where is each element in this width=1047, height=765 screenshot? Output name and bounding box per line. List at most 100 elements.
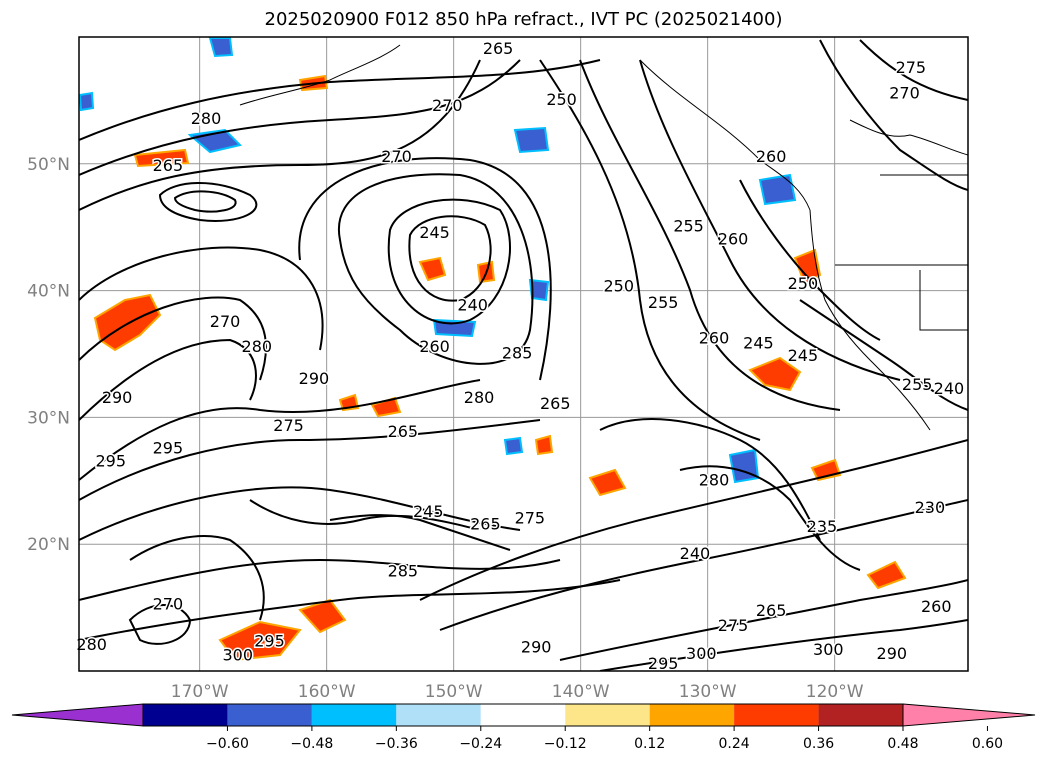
contour-label: 270	[889, 84, 920, 103]
contour-label: 240	[934, 379, 965, 398]
colorbar-tick-label: 0.36	[803, 736, 834, 752]
colorbar: −0.60 −0.48 −0.36 −0.24 −0.12 0.12 0.24 0.36 0.4…	[11, 703, 1036, 752]
negative-anomaly-patch	[528, 278, 550, 302]
longitude-label: 170°W	[171, 682, 229, 702]
colorbar-tick-label: 0.12	[634, 736, 665, 752]
colorbar-tick-label: −0.48	[290, 736, 333, 752]
positive-anomaly-patch	[534, 434, 554, 456]
refractivity-contours	[79, 39, 968, 671]
contour-label: 250	[788, 274, 819, 293]
latitude-label: 20°N	[27, 535, 70, 555]
contour-label: 280	[191, 109, 222, 128]
colorbar-segment	[311, 704, 397, 726]
latitude-label: 30°N	[27, 408, 70, 428]
contour-label: 265	[540, 394, 571, 413]
colorbar-outline	[142, 703, 904, 727]
colorbar-extend-max	[902, 703, 1036, 727]
contour-label: 270	[432, 96, 463, 115]
contour-label: 275	[718, 616, 749, 635]
longitude-axis-labels: 170°W 160°W 150°W 140°W 130°W 120°W	[171, 682, 864, 702]
contour-label: 250	[603, 276, 634, 295]
contour-label: 250	[546, 90, 577, 109]
contour-label: 285	[502, 344, 533, 363]
contour-label: 280	[699, 470, 730, 489]
contour-label: 285	[388, 562, 419, 581]
negative-anomaly-patch	[728, 448, 760, 484]
colorbar-segment	[565, 704, 650, 726]
contour-label: 235	[807, 517, 838, 536]
longitude-label: 140°W	[552, 682, 610, 702]
contour-label: 260	[756, 147, 787, 166]
longitude-label: 160°W	[298, 682, 356, 702]
contour-label: 300	[813, 640, 844, 659]
longitude-label: 150°W	[425, 682, 483, 702]
map-title: 2025020900 F012 850 hPa refract., IVT PC…	[264, 9, 783, 30]
contour-label: 265	[483, 39, 514, 58]
map-frame	[78, 36, 969, 672]
contour-label: 245	[419, 223, 450, 242]
contour-label: 300	[222, 645, 253, 664]
contour-label: 280	[464, 388, 495, 407]
contour-label: 245	[788, 346, 819, 365]
contour-label: 295	[95, 451, 126, 470]
colorbar-segment	[143, 704, 228, 726]
contour-label: 265	[756, 601, 787, 620]
contour-label: 275	[515, 508, 546, 527]
positive-anomaly-patch	[218, 620, 302, 662]
colorbar-tick-label: 0.60	[972, 736, 1003, 752]
negative-anomaly-patch	[79, 91, 95, 112]
contour-label: 290	[877, 644, 908, 663]
colorbar-segment	[396, 704, 481, 726]
contour-label: 270	[381, 147, 412, 166]
contour-label: 265	[388, 422, 419, 441]
negative-anomaly-patch	[758, 173, 797, 206]
contour-label: 255	[648, 293, 679, 312]
contour-label: 255	[902, 375, 933, 394]
contour-label: 245	[743, 333, 774, 352]
contour-label: 275	[896, 58, 927, 77]
contour-label: 265	[470, 515, 501, 534]
longitude-label: 130°W	[679, 682, 737, 702]
colorbar-segment	[227, 704, 312, 726]
positive-anomaly-patch	[748, 356, 802, 392]
contour-label: 280	[76, 635, 107, 654]
contour-label: 290	[102, 388, 133, 407]
colorbar-tick-label: −0.36	[375, 736, 418, 752]
refractivity-anomaly-shading	[79, 37, 907, 662]
latitude-label: 40°N	[27, 282, 70, 302]
contour-label: 260	[699, 328, 730, 347]
longitude-label: 120°W	[806, 682, 864, 702]
colorbar-tick-label: −0.60	[206, 736, 249, 752]
contour-label: 300	[686, 644, 717, 663]
negative-anomaly-patch	[208, 37, 234, 58]
contour-label: 290	[299, 369, 330, 388]
positive-anomaly-patch	[588, 468, 627, 497]
positive-anomaly-patch	[866, 560, 907, 590]
contour-label: 295	[254, 631, 285, 650]
colorbar-segment	[818, 704, 903, 726]
latitude-axis-labels: 50°N 40°N 30°N 20°N	[27, 155, 70, 555]
colorbar-tick-label: −0.12	[544, 736, 587, 752]
colorbar-tick-label: −0.24	[459, 736, 502, 752]
contour-label: 240	[680, 544, 711, 563]
colorbar-tick-label: 0.48	[887, 736, 918, 752]
contour-label: 295	[153, 439, 184, 458]
contour-label: 260	[921, 597, 952, 616]
colorbar-segment	[734, 704, 819, 726]
contour-label: 240	[457, 295, 488, 314]
contour-label: 280	[242, 337, 273, 356]
latitude-label: 50°N	[27, 155, 70, 175]
positive-anomaly-patch	[418, 256, 447, 282]
colorbar-extend-min	[11, 703, 144, 727]
contour-label: 255	[673, 217, 704, 236]
contour-label: 230	[915, 498, 946, 517]
contour-label: 270	[153, 595, 184, 614]
contour-label: 295	[648, 654, 679, 673]
contour-label: 260	[419, 337, 450, 356]
contour-label: 245	[413, 502, 444, 521]
negative-anomaly-patch	[503, 436, 524, 456]
colorbar-segment	[649, 704, 735, 726]
coastlines	[239, 44, 968, 431]
